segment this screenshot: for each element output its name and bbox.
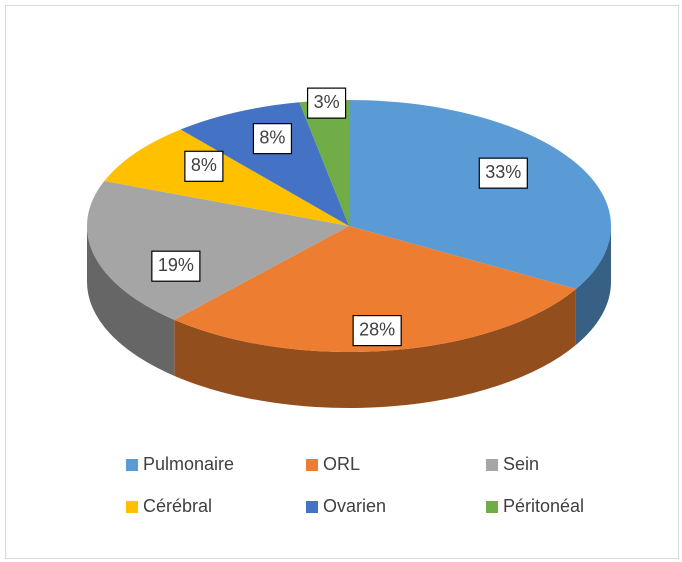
data-label: 28%: [352, 315, 402, 347]
data-label: 8%: [252, 123, 293, 155]
data-label-text: 8%: [191, 155, 217, 175]
data-label-box: [306, 87, 347, 119]
slice: [86, 181, 349, 320]
data-label: 19%: [151, 250, 201, 282]
legend-label: Sein: [503, 454, 539, 474]
data-label-box: [478, 157, 528, 189]
slice-side: [86, 226, 175, 376]
data-label-text: 3%: [314, 92, 340, 112]
data-label: 33%: [478, 157, 528, 189]
slice-side: [575, 226, 611, 345]
legend-label: Ovarien: [323, 496, 386, 516]
legend-swatch: [306, 501, 318, 513]
slice: [180, 102, 349, 226]
data-label-box: [184, 150, 224, 182]
legend-label: Péritonéal: [503, 496, 584, 516]
legend-label: ORL: [323, 454, 360, 474]
slice: [349, 100, 611, 289]
data-label-box: [252, 123, 293, 155]
data-label: 8%: [184, 150, 224, 182]
slice: [104, 129, 349, 226]
data-label-text: 19%: [158, 255, 194, 275]
data-label: 3%: [306, 87, 347, 119]
slice: [299, 100, 349, 226]
data-label-box: [352, 315, 402, 347]
legend-swatch: [126, 501, 138, 513]
data-label-text: 8%: [259, 127, 285, 147]
slice: [174, 226, 576, 352]
legend-swatch: [306, 459, 318, 471]
slice-side: [174, 289, 576, 408]
legend-swatch: [126, 459, 138, 471]
legend-label: Cérébral: [143, 496, 212, 516]
data-label-text: 33%: [485, 162, 521, 182]
data-label-text: 28%: [359, 319, 395, 339]
legend-swatch: [486, 459, 498, 471]
legend-swatch: [486, 501, 498, 513]
data-label-box: [151, 250, 201, 282]
legend-label: Pulmonaire: [143, 454, 234, 474]
